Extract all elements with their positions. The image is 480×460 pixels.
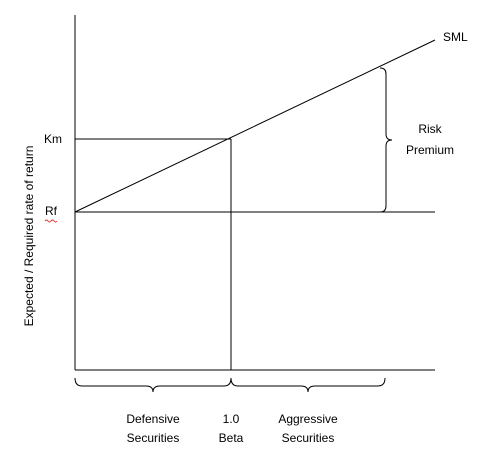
spellcheck-underline — [44, 219, 58, 223]
km-label: Km — [44, 132, 62, 146]
beta-label: 1.0 — [223, 412, 240, 426]
sml-label: SML — [443, 30, 468, 44]
aggressive-label: Securities — [282, 431, 335, 445]
sml-line — [74, 39, 436, 213]
risk-premium-label: Risk — [418, 122, 442, 136]
defensive-label: Defensive — [126, 412, 180, 426]
risk-premium-brace — [379, 67, 393, 213]
defensive-brace — [74, 377, 232, 393]
beta-label: Beta — [219, 431, 244, 445]
y-axis-label: Expected / Required rate of return — [22, 146, 36, 327]
defensive-label: Securities — [127, 431, 180, 445]
risk-premium-label: Premium — [406, 143, 454, 157]
aggressive-brace — [230, 377, 386, 393]
aggressive-label: Aggressive — [278, 412, 338, 426]
rf-label: Rf — [45, 204, 58, 218]
